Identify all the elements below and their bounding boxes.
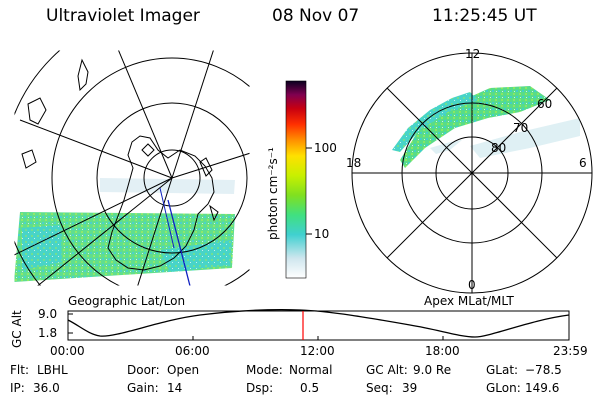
gain-label: Gain: (127, 381, 159, 395)
filter-label: Flt: (10, 363, 29, 377)
apex-mlt-lines (352, 53, 592, 293)
glon-label: GLon: (486, 381, 521, 395)
geo-emission-image (14, 178, 235, 282)
satellite-ground-track-inner (159, 187, 175, 249)
geo-latitude-circles (14, 50, 250, 286)
observation-date: 08 Nov 07 (272, 6, 360, 26)
colorbar-tick-10: 10 (314, 227, 330, 241)
colorbar (285, 80, 307, 279)
colorbar-unit-label: photon cm⁻²s⁻¹ (266, 147, 280, 240)
gain-value: 14 (167, 381, 183, 395)
altitude-plot (67, 309, 570, 341)
instrument-title: Ultraviolet Imager (46, 6, 200, 26)
mlt-label-12: 12 (465, 47, 481, 61)
mlat-label-70: 70 (513, 121, 529, 135)
dsp-label: Dsp: (246, 381, 274, 395)
geo-longitude-lines (14, 50, 250, 286)
geo-frame (13, 49, 251, 287)
glat-label: GLat: (486, 363, 519, 377)
gc-alt-label: GC Alt: (366, 363, 408, 377)
colorbar-ticks (306, 147, 312, 235)
altitude-ytick-bottom: 1.8 (38, 326, 58, 340)
altitude-xtick: 23:59 (553, 344, 588, 358)
satellite-ground-track (167, 199, 191, 286)
mode-label: Mode: (246, 363, 283, 377)
observation-time: 11:25:45 UT (432, 6, 537, 26)
glon-value: 149.6 (525, 381, 560, 395)
altitude-ylabel: GC Alt (10, 310, 24, 348)
mlt-label-0: 0 (468, 278, 476, 292)
filter-value: LBHL (37, 363, 68, 377)
mode-value: Normal (289, 363, 333, 377)
colorbar-tick-100: 100 (314, 141, 337, 155)
apex-panel-label: Apex MLat/MLT (424, 294, 514, 308)
gc-alt-value: 9.0 Re (413, 363, 452, 377)
seq-label: Seq: (366, 381, 393, 395)
apex-polar-plot (351, 52, 593, 294)
altitude-plot-frame (67, 310, 570, 341)
door-label: Door: (127, 363, 160, 377)
geographic-map (14, 50, 250, 286)
glat-value: −78.5 (525, 363, 562, 377)
ip-label: IP: (10, 381, 25, 395)
mlt-label-6: 6 (579, 156, 587, 170)
altitude-ytick-top: 9.0 (38, 307, 58, 321)
altitude-xtick: 18:00 (425, 344, 460, 358)
ip-value: 36.0 (33, 381, 60, 395)
altitude-xtick: 12:00 (300, 344, 335, 358)
geo-panel-label: Geographic Lat/Lon (68, 294, 186, 308)
altitude-xtick: 00:00 (50, 344, 85, 358)
door-value: Open (167, 363, 200, 377)
dsp-value: 0.5 (300, 381, 320, 395)
altitude-curve (67, 309, 570, 338)
mlat-label-80: 80 (491, 141, 507, 155)
seq-value: 39 (402, 381, 418, 395)
mlat-label-60: 60 (537, 97, 553, 111)
geo-coastlines (21, 58, 219, 271)
mlt-label-18: 18 (346, 156, 362, 170)
altitude-xtick: 06:00 (175, 344, 210, 358)
altitude-x-ticks (67, 313, 570, 340)
